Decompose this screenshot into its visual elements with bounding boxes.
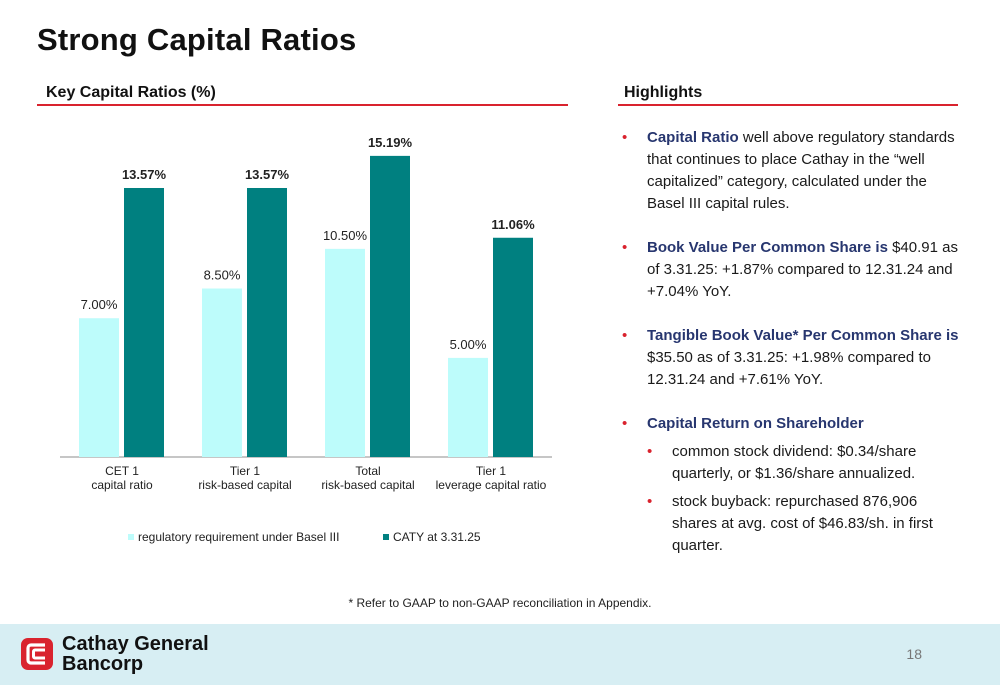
- legend-caty: CATY at 3.31.25: [383, 530, 481, 544]
- company-logo: Cathay General Bancorp: [20, 634, 209, 674]
- bar-caty-2: [370, 155, 410, 457]
- footnote: * Refer to GAAP to non-GAAP reconciliati…: [348, 596, 652, 610]
- label-regulatory-2: 10.50%: [323, 228, 368, 243]
- category-label-0-0: CET 1: [105, 464, 139, 478]
- highlight-title: Capital Ratio: [647, 129, 739, 146]
- company-name-line1: Cathay General: [62, 633, 209, 655]
- label-caty-2: 15.19%: [368, 135, 413, 150]
- highlight-text: $35.50 as of 3.31.25: +1.98% compared to…: [647, 349, 931, 388]
- bar-regulatory-3: [448, 357, 488, 457]
- legend-swatch-caty: [383, 534, 389, 540]
- category-label-2-1: risk-based capital: [321, 478, 414, 492]
- chart-section-heading: Key Capital Ratios (%): [46, 84, 216, 101]
- category-label-1-1: risk-based capital: [198, 478, 291, 492]
- bar-regulatory-2: [325, 248, 365, 457]
- page-number: 18: [906, 646, 922, 662]
- sub-bullet-text: stock buyback: repurchased 876,906 share…: [672, 493, 933, 554]
- sub-bullet-text: common stock dividend: $0.34/share quart…: [672, 443, 917, 482]
- highlight-title: Book Value Per Common Share is: [647, 239, 888, 256]
- legend-regulatory: regulatory requirement under Basel III: [128, 530, 339, 544]
- category-label-0-1: capital ratio: [91, 478, 153, 492]
- highlight-title: Capital Return on Shareholder: [647, 415, 864, 432]
- highlights-heading: Highlights: [624, 84, 703, 101]
- legend-label-regulatory: regulatory requirement under Basel III: [138, 530, 340, 544]
- category-label-3-1: leverage capital ratio: [436, 478, 547, 492]
- sub-bullet-dividend: • common stock dividend: $0.34/share qua…: [647, 441, 962, 485]
- cathay-logo-icon: [21, 638, 53, 670]
- sub-bullet-icon: •: [647, 493, 653, 510]
- bar-caty-3: [493, 237, 533, 457]
- highlight-title: Tangible Book Value* Per Common Share is: [647, 327, 959, 344]
- bullet-icon: •: [622, 327, 628, 344]
- label-caty-0: 13.57%: [122, 167, 167, 182]
- label-regulatory-1: 8.50%: [204, 268, 241, 283]
- label-caty-3: 11.06%: [491, 217, 535, 232]
- legend-label-caty: CATY at 3.31.25: [393, 530, 481, 544]
- bullet-icon: •: [622, 239, 628, 256]
- label-regulatory-3: 5.00%: [450, 337, 487, 352]
- sub-bullet-icon: •: [647, 443, 653, 460]
- footer-bar: Cathay General Bancorp 18: [0, 624, 1000, 685]
- sub-bullet-buyback: • stock buyback: repurchased 876,906 sha…: [647, 491, 962, 557]
- label-caty-1: 13.57%: [245, 167, 290, 182]
- highlight-text: $40.91 as of 3.31.25: +1.87% compared to…: [647, 239, 958, 300]
- chart-section-rule: [37, 104, 568, 106]
- bar-regulatory-0: [79, 318, 119, 457]
- highlight-capital-return: • Capital Return on Shareholder • common…: [622, 413, 962, 557]
- category-label-1-0: Tier 1: [230, 464, 261, 478]
- bar-caty-1: [247, 187, 287, 458]
- category-label-3-0: Tier 1: [476, 464, 507, 478]
- bullet-icon: •: [622, 415, 628, 432]
- label-regulatory-0: 7.00%: [81, 297, 118, 312]
- highlights-rule: [618, 104, 958, 106]
- bullet-icon: •: [622, 129, 628, 146]
- slide-title: Strong Capital Ratios: [37, 22, 357, 57]
- highlight-text: well above regulatory standards that con…: [647, 129, 955, 212]
- category-label-2-0: Total: [355, 464, 380, 478]
- bar-caty-0: [124, 187, 164, 458]
- highlight-book-value: • Book Value Per Common Share is $40.91 …: [622, 237, 962, 303]
- bar-regulatory-1: [202, 288, 242, 457]
- highlights-list: • Capital Ratio well above regulatory st…: [622, 127, 962, 579]
- company-name-line2: Bancorp: [62, 653, 144, 675]
- highlight-capital-ratio: • Capital Ratio well above regulatory st…: [622, 127, 962, 215]
- highlight-tangible-book-value: • Tangible Book Value* Per Common Share …: [622, 325, 962, 391]
- legend-swatch-regulatory: [128, 534, 134, 540]
